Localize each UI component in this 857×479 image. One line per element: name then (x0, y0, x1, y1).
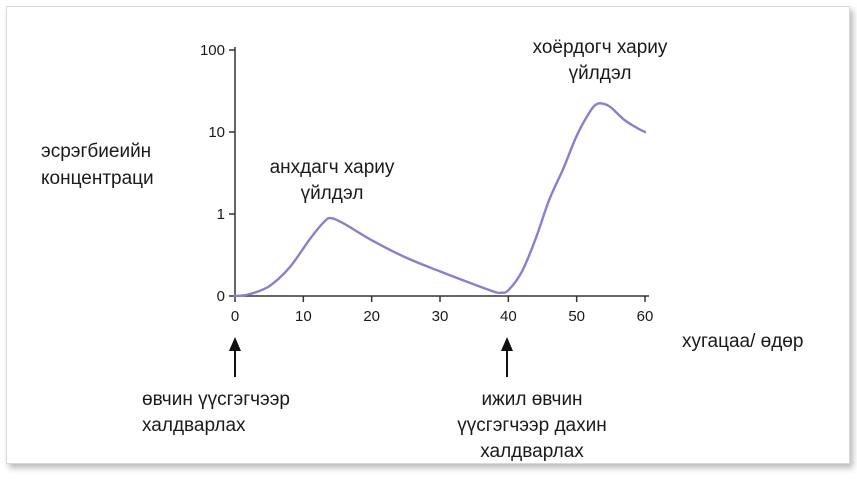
reinfection-label-2: үүсгэгчээр дахин (457, 415, 606, 436)
y-tick-label: 10 (208, 124, 225, 141)
x-tick-label: 40 (500, 308, 517, 325)
event-arrow-reinfection (501, 337, 513, 377)
chart-frame: 0 1 10 100 0 10 20 30 40 50 60 эсрэгбиеийн концен… (6, 6, 850, 464)
y-tick-label: 100 (200, 42, 225, 59)
x-tick-label: 60 (637, 308, 654, 325)
y-tick-label: 1 (217, 206, 225, 223)
first-infection-label-1: өвчин үүсгэгчээр (142, 389, 290, 410)
y-axis-label-line-2: концентраци (41, 168, 154, 189)
x-tick-label: 20 (363, 308, 380, 325)
first-infection-label-2: халдварлах (142, 415, 246, 436)
x-tick-label: 0 (231, 308, 239, 325)
series-line (233, 102, 647, 298)
x-ticks: 0 10 20 30 40 50 60 (231, 296, 654, 325)
x-tick-label: 30 (432, 308, 449, 325)
primary-response-label-1: анхдагч хариу (270, 157, 395, 178)
primary-response-label-2: үйлдэл (301, 183, 364, 204)
x-axis-label: хугацаа/ өдөр (682, 331, 803, 352)
y-tick-label: 0 (217, 288, 225, 305)
reinfection-label-3: халдварлах (480, 441, 584, 462)
secondary-response-label-2: үйлдэл (569, 63, 632, 84)
event-arrow-first-infection (229, 337, 241, 377)
y-ticks: 0 1 10 100 (200, 42, 235, 305)
y-axis-label-line-1: эсрэгбиеийн (41, 141, 151, 162)
arrow-head-icon (229, 337, 241, 351)
x-tick-label: 10 (295, 308, 312, 325)
antibody-response-chart: 0 1 10 100 0 10 20 30 40 50 60 эсрэгбиеийн концен… (41, 37, 803, 462)
x-tick-label: 50 (568, 308, 585, 325)
secondary-response-label-1: хоёрдогч хариу (533, 37, 668, 58)
reinfection-label-1: ижил өвчин (481, 389, 582, 410)
arrow-head-icon (501, 337, 513, 351)
